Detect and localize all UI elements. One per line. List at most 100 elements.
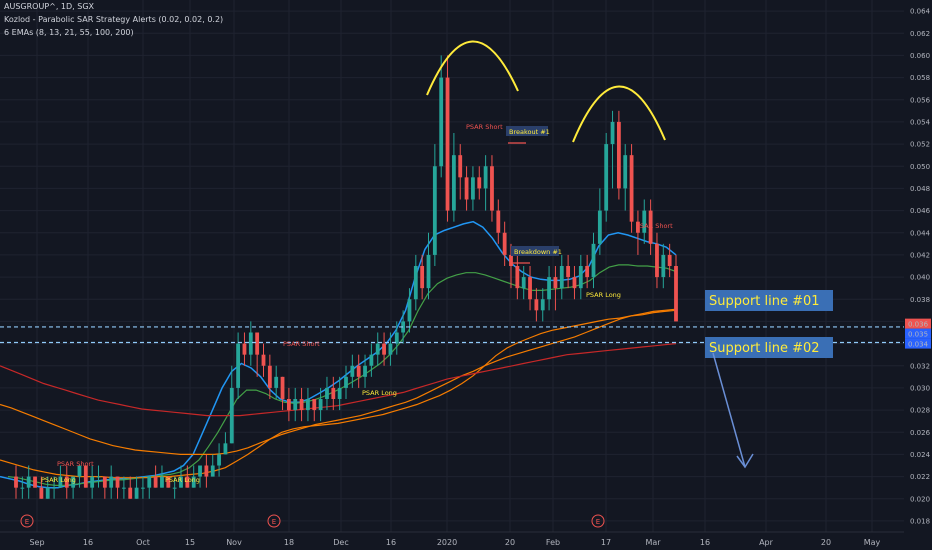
candle-up — [306, 399, 310, 411]
support-label-box-2 — [705, 337, 833, 358]
candle-up — [134, 487, 139, 499]
candle-up — [337, 387, 342, 399]
candles — [14, 55, 678, 499]
candle-up — [388, 343, 393, 355]
y-tick-label: 0.056 — [910, 96, 931, 104]
y-tick-label: 0.032 — [910, 362, 930, 370]
candle-down — [382, 343, 386, 355]
candle-up — [597, 210, 602, 244]
candle-down — [312, 399, 317, 411]
x-tick-label: 16 — [700, 538, 710, 547]
candle-down — [566, 266, 571, 278]
candle-down — [242, 343, 247, 355]
candle-up — [439, 77, 444, 167]
y-tick-label: 0.052 — [910, 141, 930, 149]
down-arrow-head — [736, 453, 754, 469]
psar-short-label: PSAR Short — [466, 123, 503, 131]
candle-down — [286, 399, 291, 411]
psar-short-label: PSAR Short — [636, 222, 673, 230]
candle-up — [223, 443, 228, 455]
candle-down — [464, 177, 469, 200]
psar-short-label: PSAR Short — [57, 460, 94, 468]
y-tick-label: 0.018 — [910, 517, 930, 525]
candle-up — [58, 476, 63, 488]
y-tick-label: 0.050 — [910, 163, 930, 171]
candle-up — [179, 476, 183, 488]
y-tick-label: 0.028 — [910, 407, 930, 415]
y-tick-label: 0.046 — [910, 207, 931, 215]
indicator-psar-label: Kozlod - Parabolic SAR Strategy Alerts (… — [4, 15, 224, 24]
x-tick-label: Sep — [29, 538, 44, 547]
candle-up — [407, 299, 412, 322]
y-tick-label: 0.024 — [910, 451, 931, 459]
candle-up — [198, 465, 202, 477]
earnings-marker — [267, 514, 281, 528]
earnings-marker — [20, 514, 34, 528]
candle-up — [363, 365, 367, 377]
candle-down — [185, 476, 190, 488]
candle-up — [350, 365, 355, 377]
x-tick-label: Dec — [333, 538, 348, 547]
candle-up — [77, 465, 82, 477]
indicator-ema-label: 6 EMAs (8, 13, 21, 55, 100, 200) — [4, 28, 134, 37]
candle-down — [420, 266, 425, 289]
candle-down — [585, 266, 590, 278]
candle-down — [255, 332, 260, 355]
candle-down — [39, 487, 44, 499]
price-tag-label: 0.034 — [908, 341, 929, 349]
x-tick-label: Feb — [546, 538, 560, 547]
y-tick-label: 0.020 — [910, 495, 930, 503]
candle-down — [445, 77, 450, 211]
earnings-marker-label: E — [596, 518, 600, 526]
ema-line — [0, 343, 677, 417]
candle-up — [160, 476, 164, 488]
candle-down — [502, 232, 507, 255]
x-tick-label: 20 — [821, 538, 831, 547]
candle-up — [559, 266, 564, 289]
candle-down — [280, 376, 285, 399]
candle-up — [96, 476, 101, 478]
candle-up — [547, 277, 551, 300]
candle-up — [432, 166, 437, 255]
candle-down — [331, 387, 336, 399]
candle-down — [128, 487, 133, 499]
candle-down — [477, 177, 482, 189]
candle-down — [102, 476, 107, 488]
head-arc-left — [426, 40, 519, 96]
candle-down — [299, 399, 304, 411]
x-axis: Sep 16 Oct 15 Nov 18 Dec 16 2020 20 Feb 17 Mar 16 Apr 2… — [0, 531, 904, 547]
candle-down — [534, 299, 539, 311]
candle-up — [52, 487, 56, 489]
candle-up — [375, 343, 380, 355]
candle-up — [344, 376, 348, 388]
y-tick-label: 0.038 — [910, 296, 930, 304]
y-tick-label: 0.058 — [910, 74, 930, 82]
candle-up — [604, 144, 609, 211]
breakout-label: Breakout #1 — [509, 128, 550, 136]
candle-up — [623, 155, 628, 189]
candle-down — [515, 266, 520, 289]
candle-up — [610, 121, 615, 145]
x-tick-label: 18 — [284, 538, 294, 547]
candle-down — [509, 254, 513, 266]
x-tick-label: Mar — [645, 538, 661, 547]
x-tick-label: Apr — [759, 538, 774, 547]
candle-up — [401, 321, 406, 333]
candle-up — [248, 332, 253, 355]
candle-up — [236, 343, 241, 388]
psar-long-label: PSAR Long — [362, 389, 397, 397]
support-lines — [0, 326, 904, 344]
candle-down — [629, 155, 634, 222]
candle-down — [616, 121, 621, 189]
x-tick-label: 17 — [601, 538, 611, 547]
head-arcs — [426, 40, 666, 143]
price-tag-label: 0.035 — [908, 331, 928, 339]
psar-short-label: PSAR Short — [283, 340, 320, 348]
candle-up — [413, 266, 418, 300]
candle-up — [210, 465, 215, 477]
candle-down — [166, 476, 171, 488]
candle-up — [451, 155, 456, 211]
breakout-box — [506, 126, 548, 136]
support-label-1: Support line #01 — [709, 294, 820, 309]
